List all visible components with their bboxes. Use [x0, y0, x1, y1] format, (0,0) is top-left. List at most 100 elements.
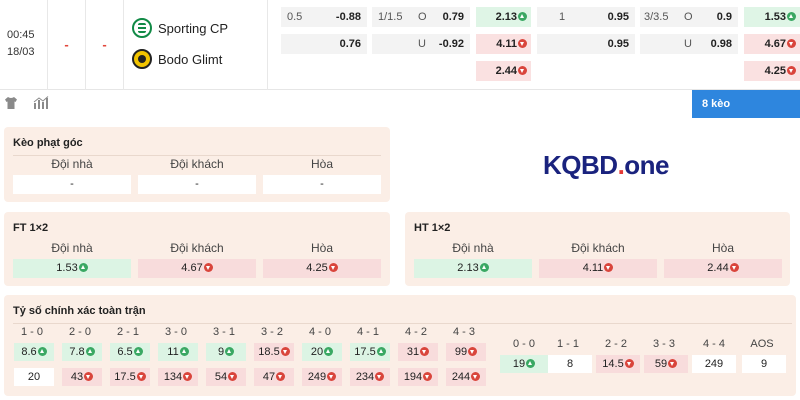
- score-odds-b[interactable]: 43: [62, 368, 102, 386]
- logo-suffix: one: [624, 150, 670, 180]
- arrow-up-icon: [225, 347, 235, 356]
- score-odds-a[interactable]: 20: [302, 343, 342, 361]
- arrow-up-icon: [78, 263, 88, 272]
- score-odds-a[interactable]: 8.6: [14, 343, 54, 361]
- ou-over-value: 0.79: [442, 11, 464, 23]
- arrow-up-icon: [479, 263, 489, 272]
- shirt-icon[interactable]: [4, 96, 18, 110]
- score-label: 3 - 2: [260, 326, 283, 338]
- score-odds-value: 20: [27, 371, 41, 383]
- ft-header-away: Đội khách: [170, 241, 224, 255]
- ft-draw-odds: 4.25: [306, 262, 328, 274]
- x12-away-odds[interactable]: 4.11: [476, 34, 531, 54]
- arrow-up-icon: [133, 347, 143, 356]
- draw-score-odds[interactable]: 14.5: [596, 355, 640, 373]
- corner-panel: Kèo phạt góc Đội nhà Đội khách Hòa - - -: [4, 127, 390, 202]
- score-label: 0 - 0: [512, 338, 535, 350]
- score-odds-b[interactable]: 249: [302, 368, 342, 386]
- ft-value-away[interactable]: 4.67: [138, 259, 256, 278]
- h1-ou-over-odds[interactable]: 3/3.5 O 0.9: [640, 7, 738, 27]
- score-odds-b[interactable]: 234: [350, 368, 390, 386]
- arrow-down-icon: [327, 372, 337, 381]
- corner-header-away: Đội khách: [170, 157, 224, 171]
- ah-home-odds[interactable]: 0.5 -0.88: [281, 7, 367, 27]
- score-odds-b[interactable]: 134: [158, 368, 198, 386]
- stats-chart-icon[interactable]: [33, 96, 49, 110]
- score-odds-a[interactable]: 17.5: [350, 343, 390, 361]
- score-odds-a[interactable]: 9: [206, 343, 246, 361]
- exact-score-panel: Tỷ số chính xác toàn trận 1 - 0 2 - 0 2 …: [4, 295, 796, 396]
- score-label: 2 - 0: [68, 326, 91, 338]
- arrow-down-icon: [203, 263, 213, 272]
- aos-odds[interactable]: 9: [742, 355, 786, 373]
- corner-value-away[interactable]: -: [138, 175, 256, 194]
- score-odds-a[interactable]: 31: [398, 343, 438, 361]
- x12-draw-odds[interactable]: 2.44: [476, 61, 531, 81]
- draw-score-odds[interactable]: 8: [548, 355, 592, 373]
- score-odds-a[interactable]: 18.5: [254, 343, 294, 361]
- ht-header-home: Đội nhà: [452, 241, 494, 255]
- ou-line: 1/1.5: [378, 11, 403, 23]
- ft-value-home[interactable]: 1.53: [13, 259, 131, 278]
- ou-under-odds[interactable]: U -0.92: [372, 34, 470, 54]
- arrow-down-icon: [787, 39, 796, 48]
- x12-away-value: 4.11: [496, 38, 517, 50]
- away-team[interactable]: Bodo Glimt: [132, 48, 222, 70]
- score-odds-a[interactable]: 99: [446, 343, 486, 361]
- score-odds-b[interactable]: 194: [398, 368, 438, 386]
- ht-home-odds: 2.13: [457, 262, 479, 274]
- score-odds-value: 18.5: [258, 346, 280, 358]
- corner-header-home: Đội nhà: [51, 157, 93, 171]
- score-odds-value: 43: [70, 371, 84, 383]
- score-odds-b[interactable]: 54: [206, 368, 246, 386]
- home-team[interactable]: Sporting CP: [132, 17, 228, 39]
- x12-home-odds[interactable]: 2.13: [476, 7, 531, 27]
- logo-dot: .: [617, 150, 625, 180]
- score-odds-b[interactable]: 47: [254, 368, 294, 386]
- ou-over-odds[interactable]: 1/1.5 O 0.79: [372, 7, 470, 27]
- draw-score-odds[interactable]: 59: [644, 355, 688, 373]
- score-odds-value: 9: [217, 346, 225, 358]
- score-odds-b[interactable]: 20: [14, 368, 54, 386]
- h1-ou-under-odds[interactable]: U 0.98: [640, 34, 738, 54]
- score-odds-a[interactable]: 11: [158, 343, 198, 361]
- draw-score-odds[interactable]: 249: [692, 355, 736, 373]
- home-team-name: Sporting CP: [158, 20, 229, 36]
- arrow-up-icon: [518, 12, 527, 21]
- h1-x12-home-odds[interactable]: 1.53: [744, 7, 800, 27]
- score-odds-b[interactable]: 17.5: [110, 368, 150, 386]
- match-row[interactable]: 00:45 18/03 - - Sporting CP Bodo Glimt 0…: [0, 0, 800, 90]
- ft-value-draw[interactable]: 4.25: [263, 259, 381, 278]
- ht-value-home[interactable]: 2.13: [414, 259, 532, 278]
- score-label: AOS: [750, 338, 774, 350]
- score-odds-value: 54: [214, 371, 228, 383]
- score-odds-b[interactable]: 244: [446, 368, 486, 386]
- score-odds-a[interactable]: 7.8: [62, 343, 102, 361]
- arrow-down-icon: [471, 372, 481, 381]
- ht-draw-odds: 2.44: [707, 262, 729, 274]
- keo-count-button[interactable]: 8 kèo: [692, 90, 800, 118]
- ht-value-draw[interactable]: 2.44: [664, 259, 782, 278]
- divider: [13, 155, 381, 156]
- corner-value-draw[interactable]: -: [263, 175, 381, 194]
- score-label: 4 - 0: [308, 326, 331, 338]
- x12-home-value: 2.13: [495, 11, 517, 23]
- h1-ah-home-odds[interactable]: 1 0.95: [537, 7, 635, 27]
- score-odds-value: 17.5: [114, 371, 136, 383]
- ht-value-away[interactable]: 4.11: [539, 259, 657, 278]
- h1-x12-draw-odds[interactable]: 4.25: [744, 61, 800, 81]
- match-time: 00:45: [7, 29, 35, 41]
- h1-ah-away-odds[interactable]: 0.95: [537, 34, 635, 54]
- logo-text: KQBD: [543, 150, 618, 180]
- ou-under-label: U: [418, 38, 426, 50]
- draw-score-odds[interactable]: 19: [500, 355, 548, 373]
- score-odds-a[interactable]: 6.5: [110, 343, 150, 361]
- arrow-down-icon: [668, 359, 678, 368]
- arrow-down-icon: [84, 372, 94, 381]
- teams-column: Sporting CP Bodo Glimt: [124, 0, 268, 90]
- ah-away-odds[interactable]: 0.76: [281, 34, 367, 54]
- h1-ou-over-label: O: [684, 11, 693, 23]
- score-odds-value: 99: [454, 346, 468, 358]
- h1-x12-away-odds[interactable]: 4.67: [744, 34, 800, 54]
- corner-value-home[interactable]: -: [13, 175, 131, 194]
